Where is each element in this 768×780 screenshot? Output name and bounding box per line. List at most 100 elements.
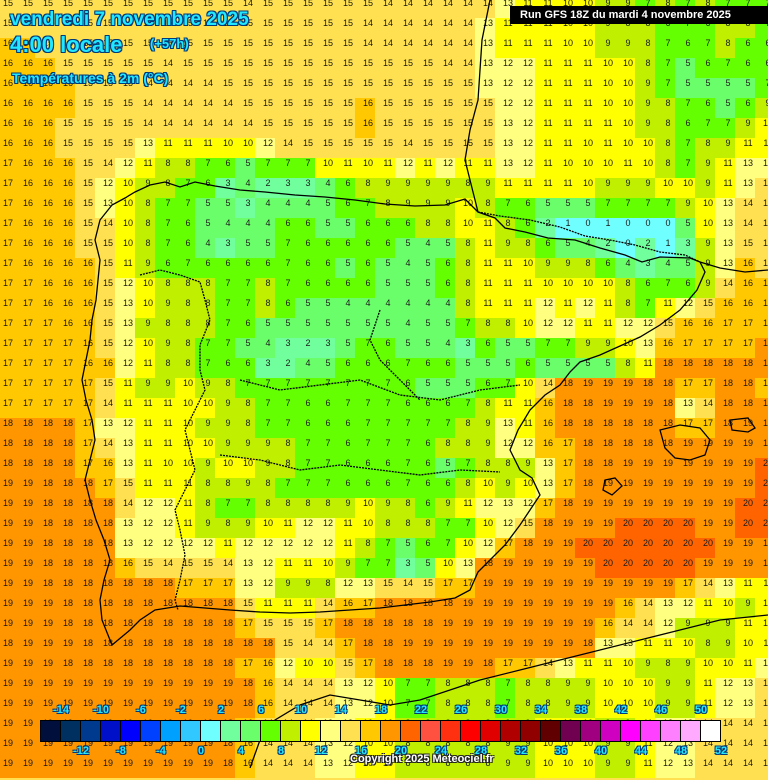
grid-value: 7: [725, 118, 731, 128]
grid-value: 5: [245, 158, 251, 168]
grid-value: 1: [605, 218, 611, 228]
grid-value: 14: [222, 558, 233, 568]
grid-value: 11: [563, 298, 573, 308]
grid-cell: [655, 78, 675, 98]
grid-value: 14: [322, 598, 333, 608]
grid-value: 11: [643, 638, 653, 648]
legend-swatch: [201, 721, 221, 741]
grid-value: 19: [182, 678, 193, 688]
grid-cell: [55, 58, 75, 78]
grid-value: 11: [483, 218, 493, 228]
grid-value: 2: [265, 178, 271, 188]
grid-value: 13: [122, 318, 133, 328]
grid-cell: [275, 38, 295, 58]
grid-cell: [635, 78, 655, 98]
grid-value: 5: [585, 198, 591, 208]
grid-value: 8: [185, 298, 191, 308]
grid-value: 11: [503, 178, 513, 188]
grid-value: 18: [102, 558, 113, 568]
grid-value: 19: [622, 478, 633, 488]
grid-cell: [595, 98, 615, 118]
grid-value: 14: [442, 18, 453, 28]
legend-swatch: [521, 721, 541, 741]
grid-cell: [75, 38, 95, 58]
grid-value: 19: [502, 638, 513, 648]
grid-value: 10: [362, 518, 373, 528]
legend-tick-label: 46: [654, 704, 668, 716]
grid-cell: [695, 38, 715, 58]
grid-value: 15: [482, 118, 493, 128]
grid-cell: [515, 158, 535, 178]
grid-value: 4: [205, 238, 211, 248]
grid-value: 18: [2, 458, 13, 468]
grid-value: 15: [222, 78, 233, 88]
legend-swatch: [281, 721, 301, 741]
grid-value: 7: [385, 538, 391, 548]
grid-cell: [615, 98, 635, 118]
grid-value: 4: [305, 198, 311, 208]
grid-value: 19: [22, 498, 33, 508]
grid-value: 14: [462, 18, 473, 28]
grid-value: 13: [142, 138, 153, 148]
grid-value: 14: [142, 118, 153, 128]
grid-value: 9: [725, 638, 731, 648]
grid-cell: [655, 158, 675, 178]
grid-value: 7: [285, 278, 291, 288]
grid-value: 11: [483, 238, 493, 248]
grid-cell: [115, 78, 135, 98]
grid-value: 11: [563, 98, 573, 108]
grid-value: 13: [122, 538, 133, 548]
grid-value: 16: [22, 218, 33, 228]
grid-value: 8: [445, 438, 451, 448]
grid-value: 13: [502, 118, 513, 128]
legend-swatch: [241, 721, 261, 741]
grid-value: 8: [205, 478, 211, 488]
grid-value: 18: [582, 438, 593, 448]
grid-value: 15: [302, 18, 313, 28]
grid-value: 15: [82, 198, 93, 208]
grid-value: 9: [705, 178, 711, 188]
grid-value: 3: [325, 338, 331, 348]
legend-tick-label: -14: [53, 704, 69, 716]
grid-value: 11: [503, 258, 513, 268]
grid-value: 15: [302, 78, 313, 88]
grid-value: 15: [222, 38, 233, 48]
grid-value: 7: [265, 398, 271, 408]
grid-cell: [615, 158, 635, 178]
grid-value: 19: [22, 638, 33, 648]
grid-cell: [715, 78, 735, 98]
grid-value: 13: [242, 578, 253, 588]
grid-value: 11: [523, 278, 533, 288]
grid-value: 18: [102, 578, 113, 588]
grid-value: 16: [62, 218, 73, 228]
grid-value: 15: [322, 78, 333, 88]
grid-value: 18: [62, 618, 73, 628]
grid-value: 8: [445, 678, 451, 688]
grid-value: 9: [425, 178, 431, 188]
grid-cell: [95, 138, 115, 158]
grid-cell: [255, 98, 275, 118]
grid-value: 6: [305, 398, 311, 408]
grid-value: 7: [245, 298, 251, 308]
grid-value: 15: [362, 138, 373, 148]
grid-value: 19: [2, 618, 13, 628]
grid-value: 19: [742, 558, 753, 568]
grid-value: 4: [425, 298, 431, 308]
grid-cell: [755, 98, 768, 118]
grid-value: 3: [405, 558, 411, 568]
grid-value: 15: [62, 58, 73, 68]
grid-value: 7: [305, 438, 311, 448]
grid-value: 6: [285, 218, 291, 228]
grid-value: 10: [602, 678, 613, 688]
grid-cell: [715, 58, 735, 78]
grid-value: 12: [322, 518, 333, 528]
grid-value: 11: [483, 278, 493, 288]
grid-value: 9: [345, 558, 351, 568]
grid-value: 19: [222, 678, 233, 688]
grid-value: 10: [762, 598, 768, 608]
grid-cell: [15, 18, 35, 38]
grid-value: 15: [402, 98, 413, 108]
grid-value: 17: [62, 398, 73, 408]
grid-value: 9: [205, 458, 211, 468]
grid-value: 8: [265, 298, 271, 308]
